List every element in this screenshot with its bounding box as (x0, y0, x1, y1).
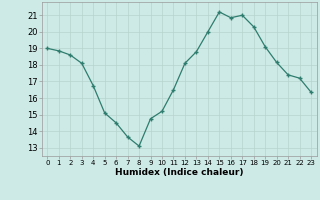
X-axis label: Humidex (Indice chaleur): Humidex (Indice chaleur) (115, 168, 244, 177)
